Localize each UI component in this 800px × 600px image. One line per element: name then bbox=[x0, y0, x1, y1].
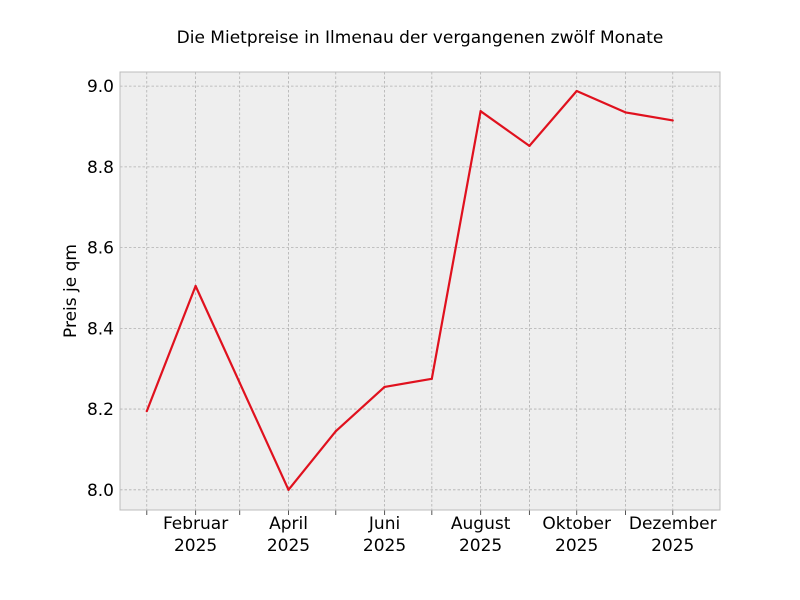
x-tick-label-year: 2025 bbox=[267, 536, 310, 556]
y-tick-label: 8.0 bbox=[87, 481, 114, 501]
y-axis-label: Preis je qm bbox=[61, 244, 81, 338]
y-tick-label: 9.0 bbox=[87, 77, 114, 97]
data-point bbox=[575, 89, 578, 93]
plot-area bbox=[120, 72, 720, 510]
y-tick-label: 8.4 bbox=[87, 319, 114, 339]
series-line bbox=[145, 89, 673, 491]
x-tick-labels: Februar2025April2025Juni2025August2025Ok… bbox=[163, 514, 717, 556]
data-point bbox=[479, 110, 482, 113]
series-layer bbox=[145, 89, 674, 491]
x-tick-label-month: Oktober bbox=[542, 514, 611, 534]
x-tick-label-month: Dezember bbox=[629, 514, 717, 534]
data-point bbox=[528, 144, 531, 147]
x-tick-label-year: 2025 bbox=[459, 536, 502, 556]
data-point bbox=[430, 377, 433, 380]
x-tick-label-month: Februar bbox=[163, 514, 228, 534]
x-tick-label-year: 2025 bbox=[651, 536, 694, 556]
y-tick-label: 8.6 bbox=[87, 239, 114, 259]
y-tick-label: 8.2 bbox=[87, 400, 114, 420]
data-point bbox=[624, 111, 627, 114]
chart-title: Die Mietpreise in Ilmenau der vergangene… bbox=[177, 28, 664, 48]
x-tick-label-year: 2025 bbox=[174, 536, 217, 556]
data-point bbox=[238, 381, 241, 384]
data-point bbox=[334, 430, 337, 433]
x-tick-label-year: 2025 bbox=[555, 536, 598, 556]
data-point bbox=[145, 409, 148, 413]
y-tick-label: 8.8 bbox=[87, 158, 114, 178]
y-tick-labels: 8.0 8.2 8.4 8.6 8.8 9.0 bbox=[87, 77, 114, 501]
axis-ticks bbox=[146, 510, 674, 515]
plot-frame bbox=[119, 71, 721, 511]
data-point bbox=[194, 284, 197, 288]
x-tick-label-month: April bbox=[269, 514, 308, 534]
data-point bbox=[671, 119, 674, 122]
data-point bbox=[287, 488, 290, 491]
x-tick-label-month: Juni bbox=[368, 514, 400, 534]
x-tick-label-year: 2025 bbox=[363, 536, 406, 556]
x-tick-label-month: August bbox=[451, 514, 511, 534]
data-point bbox=[383, 385, 386, 388]
